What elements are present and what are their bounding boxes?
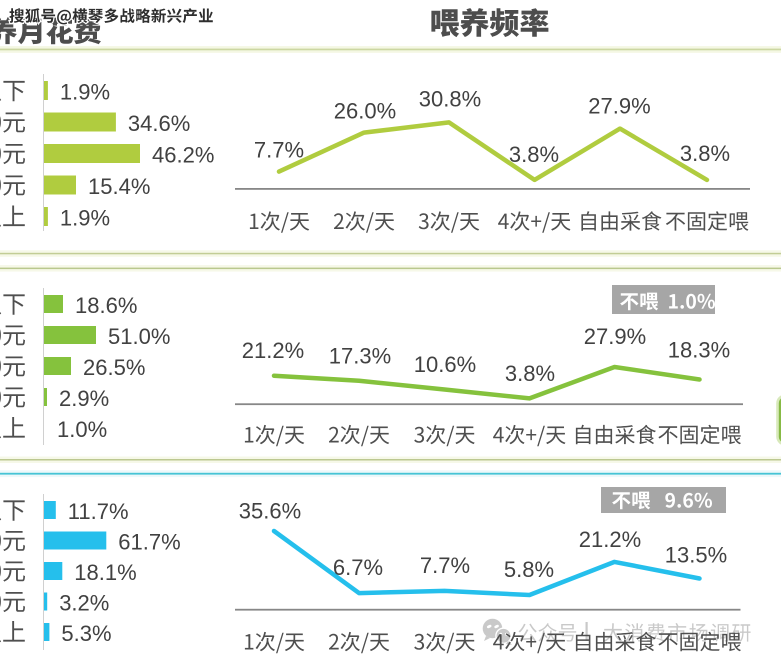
svg-text:6.7%: 6.7% [333,555,383,580]
svg-text:7.7%: 7.7% [254,138,304,163]
svg-text:2.9%: 2.9% [59,386,109,411]
svg-text:13.5%: 13.5% [665,543,727,568]
svg-text:3.8%: 3.8% [509,142,559,167]
svg-text:34.6%: 34.6% [128,111,190,136]
svg-text:21.2%: 21.2% [242,338,304,363]
svg-text:15.4%: 15.4% [88,174,150,199]
svg-text:46.2%: 46.2% [152,142,214,167]
svg-text:18.3%: 18.3% [668,338,730,363]
svg-text:3.8%: 3.8% [505,361,555,386]
svg-text:61.7%: 61.7% [118,529,180,554]
svg-text:3.8%: 3.8% [680,141,730,166]
svg-text:21.2%: 21.2% [579,527,641,552]
svg-text:18.1%: 18.1% [74,560,136,585]
svg-text:3.2%: 3.2% [59,590,109,615]
svg-text:1.9%: 1.9% [60,79,110,104]
svg-text:27.9%: 27.9% [588,94,650,119]
svg-text:18.6%: 18.6% [75,293,137,318]
svg-text:17.3%: 17.3% [329,344,391,369]
svg-text:5.8%: 5.8% [504,557,554,582]
svg-text:51.0%: 51.0% [108,324,170,349]
svg-text:10.6%: 10.6% [414,352,476,377]
svg-text:5.3%: 5.3% [61,621,111,646]
svg-text:1.0%: 1.0% [57,417,107,442]
svg-text:30.8%: 30.8% [419,87,481,112]
svg-text:35.6%: 35.6% [239,499,301,524]
svg-text:1.9%: 1.9% [60,205,110,230]
svg-text:26.0%: 26.0% [334,99,396,124]
svg-text:27.9%: 27.9% [584,324,646,349]
svg-text:7.7%: 7.7% [420,553,470,578]
svg-text:11.7%: 11.7% [68,499,129,524]
svg-text:26.5%: 26.5% [83,355,145,380]
